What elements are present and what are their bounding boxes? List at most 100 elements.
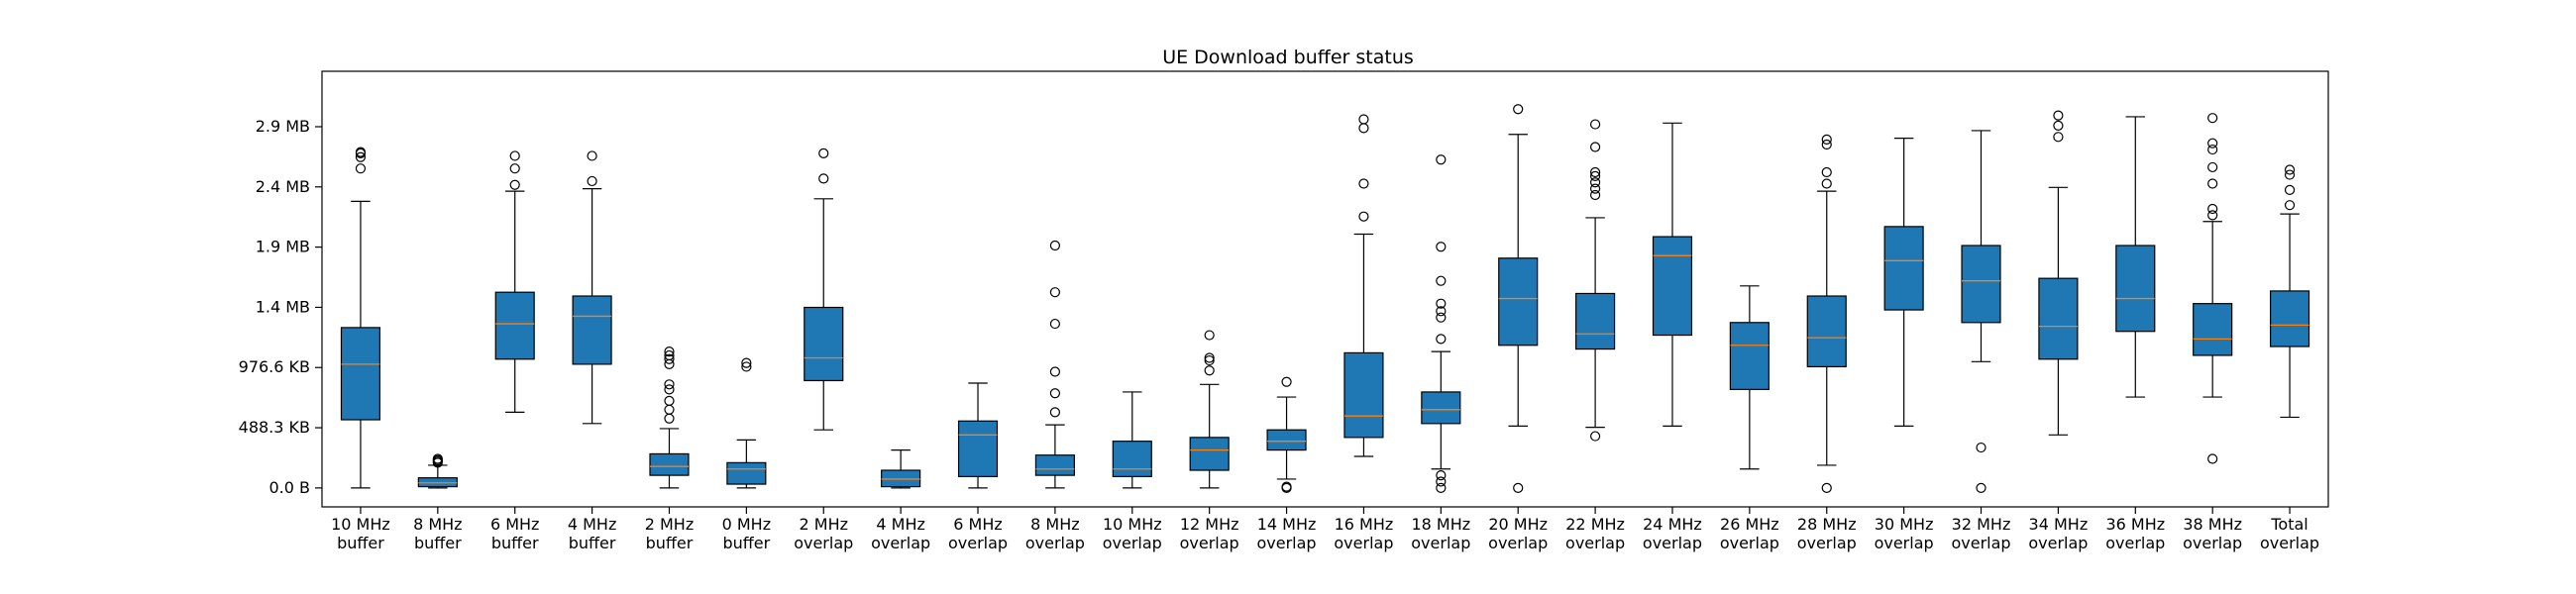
box <box>804 306 844 382</box>
x-tick-label-line1: 12 MHz <box>1180 515 1239 534</box>
box <box>2115 245 2156 333</box>
outlier-point <box>664 413 675 424</box>
outlier-point <box>2284 184 2296 195</box>
outlier-point <box>1049 287 1061 298</box>
outlier-point <box>1589 119 1601 130</box>
box-group <box>417 453 458 489</box>
outlier-point <box>1821 134 1832 145</box>
box <box>1961 245 2001 324</box>
outlier-point <box>1976 442 1986 453</box>
x-tick-label-line1: 14 MHz <box>1257 515 1317 534</box>
x-tick-label-line2: overlap <box>1257 534 1317 552</box>
outlier-point <box>1589 177 1601 188</box>
outlier-point <box>1049 240 1061 251</box>
outlier-point <box>1049 318 1061 330</box>
box-group <box>572 150 612 425</box>
y-tick-label: 1.4 MB <box>256 297 310 316</box>
outlier-point <box>1589 170 1601 181</box>
outlier-point <box>741 357 752 368</box>
x-tick-label-line1: 34 MHz <box>2029 515 2089 534</box>
box-group <box>1189 330 1230 489</box>
outlier-point <box>2207 203 2218 215</box>
outlier-point <box>2207 138 2218 148</box>
x-tick-label-line2: overlap <box>1103 534 1162 552</box>
x-tick-label-line2: overlap <box>871 534 930 552</box>
outlier-point <box>1436 312 1447 323</box>
x-tick-label-line1: 10 MHz <box>1103 515 1162 534</box>
box <box>1421 391 1461 425</box>
outlier-point <box>1281 376 1292 387</box>
x-tick-label-line1: Total <box>2270 515 2308 534</box>
outlier-point <box>2207 178 2218 189</box>
x-tick-label-line2: overlap <box>2183 534 2242 552</box>
box-group <box>1421 154 1461 493</box>
outlier-point <box>1281 481 1292 492</box>
x-tick-label-line2: overlap <box>1643 534 1702 552</box>
x-tick-label-line1: 18 MHz <box>1411 515 1470 534</box>
x-tick-label-line1: 6 MHz <box>490 515 540 534</box>
box <box>957 420 999 477</box>
plot-area <box>340 104 2310 493</box>
x-tick-label-line1: 20 MHz <box>1488 515 1548 534</box>
box-group <box>1729 285 1770 470</box>
x-tick-label-line1: 30 MHz <box>1875 515 1934 534</box>
box-group <box>1034 240 1075 489</box>
x-tick-label-line2: overlap <box>794 534 853 552</box>
box <box>1883 226 1924 311</box>
box <box>1652 236 1693 337</box>
outlier-point <box>1821 482 1832 493</box>
box-group <box>340 147 381 489</box>
outlier-point <box>2207 113 2218 124</box>
outlier-point <box>2207 161 2218 173</box>
x-tick-label-line1: 2 MHz <box>645 515 695 534</box>
outlier-point <box>2207 210 2218 221</box>
box-group <box>1575 119 1616 442</box>
outlier-point <box>1589 142 1601 152</box>
box <box>1343 351 1384 439</box>
x-tick-label-line2: overlap <box>1797 534 1857 552</box>
outlier-point <box>509 179 520 190</box>
x-tick-label-line2: overlap <box>1180 534 1239 552</box>
box <box>1575 292 1616 350</box>
x-tick-label-line1: 10 MHz <box>331 515 390 534</box>
x-tick-label-line2: buffer <box>337 534 384 552</box>
x-tick-label-line1: 0 MHz <box>722 515 772 534</box>
outlier-point <box>818 148 829 158</box>
outlier-point <box>664 358 675 369</box>
x-tick-label-line2: overlap <box>1025 534 1085 552</box>
outlier-point <box>664 384 675 395</box>
plot-frame <box>321 70 2329 508</box>
outlier-point <box>1436 298 1447 309</box>
outlier-point <box>1589 189 1601 201</box>
box-group <box>804 148 844 431</box>
outlier-point <box>1436 482 1447 493</box>
x-tick-label-line1: 6 MHz <box>953 515 1003 534</box>
x-tick-label-line2: overlap <box>1488 534 1548 552</box>
box <box>494 291 535 360</box>
outlier-point <box>355 147 367 157</box>
x-tick-label-line2: overlap <box>1411 534 1470 552</box>
box <box>726 461 767 485</box>
outlier-point <box>1204 330 1215 341</box>
outlier-point <box>1049 366 1061 377</box>
box <box>1034 454 1075 476</box>
outlier-point <box>1589 431 1601 442</box>
x-tick-label-line1: 4 MHz <box>568 515 617 534</box>
x-tick-label-line1: 28 MHz <box>1797 515 1857 534</box>
outlier-point <box>2207 144 2218 155</box>
box-group <box>2193 113 2233 464</box>
outlier-point <box>355 163 367 174</box>
y-tick-label: 1.9 MB <box>256 238 310 256</box>
outlier-point <box>587 150 597 161</box>
box-group <box>649 346 690 489</box>
x-tick-label-line2: overlap <box>948 534 1008 552</box>
outlier-point <box>664 395 675 406</box>
box <box>1498 257 1539 346</box>
outlier-point <box>664 349 675 361</box>
outlier-point <box>2207 453 2218 464</box>
y-tick-label: 2.9 MB <box>256 117 310 136</box>
outlier-point <box>355 151 367 162</box>
box-group <box>881 449 921 489</box>
